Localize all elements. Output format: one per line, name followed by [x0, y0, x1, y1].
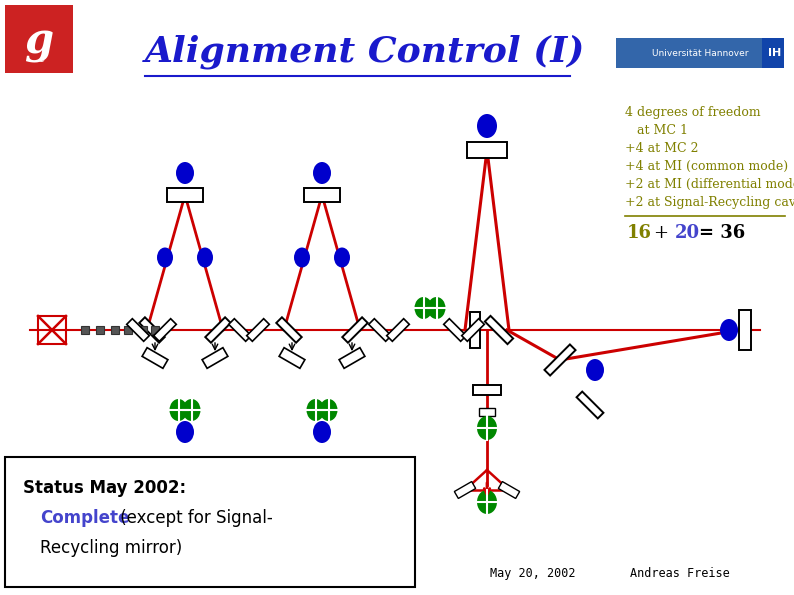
Text: +4 at MI (common mode): +4 at MI (common mode): [625, 160, 788, 173]
Polygon shape: [387, 319, 410, 342]
Polygon shape: [154, 319, 176, 342]
Ellipse shape: [427, 297, 445, 319]
Text: Status May 2002:: Status May 2002:: [23, 479, 186, 497]
Polygon shape: [485, 316, 513, 344]
Polygon shape: [342, 317, 368, 343]
Polygon shape: [139, 317, 164, 343]
Ellipse shape: [334, 248, 350, 268]
Polygon shape: [276, 317, 302, 343]
Ellipse shape: [720, 319, 738, 341]
Polygon shape: [576, 392, 603, 418]
Polygon shape: [167, 188, 203, 202]
Text: +2 at Signal-Recycling cavity: +2 at Signal-Recycling cavity: [625, 196, 794, 209]
Ellipse shape: [157, 248, 173, 268]
Ellipse shape: [319, 399, 337, 421]
Polygon shape: [339, 347, 365, 368]
Polygon shape: [202, 347, 228, 368]
Polygon shape: [473, 385, 501, 395]
Text: 16: 16: [627, 224, 652, 242]
Polygon shape: [206, 317, 231, 343]
Polygon shape: [444, 319, 466, 342]
Bar: [139, 326, 147, 334]
Bar: [81, 326, 89, 334]
Text: ~: ~: [33, 55, 44, 69]
Ellipse shape: [183, 399, 201, 421]
Polygon shape: [247, 319, 269, 342]
Text: at MC 1: at MC 1: [625, 124, 688, 137]
Ellipse shape: [477, 114, 497, 138]
Ellipse shape: [313, 421, 331, 443]
Bar: [124, 326, 132, 334]
Text: 20: 20: [675, 224, 700, 242]
Polygon shape: [739, 310, 751, 350]
Ellipse shape: [414, 297, 433, 319]
Ellipse shape: [176, 162, 194, 184]
Bar: [5, 5, 73, 73]
Text: IH: IH: [769, 48, 781, 58]
Bar: [151, 326, 159, 334]
Polygon shape: [467, 142, 507, 158]
Polygon shape: [545, 345, 576, 375]
Text: g: g: [25, 21, 53, 63]
Ellipse shape: [176, 421, 194, 443]
Text: +2 at MI (differential mode): +2 at MI (differential mode): [625, 178, 794, 191]
Polygon shape: [304, 188, 340, 202]
Ellipse shape: [477, 490, 497, 514]
Ellipse shape: [294, 248, 310, 268]
Text: (except for Signal-: (except for Signal-: [115, 509, 273, 527]
Ellipse shape: [169, 399, 187, 421]
Ellipse shape: [313, 162, 331, 184]
Text: Andreas Freise: Andreas Freise: [630, 567, 730, 580]
Polygon shape: [454, 481, 476, 499]
Text: Alignment Control (I): Alignment Control (I): [145, 35, 585, 69]
Polygon shape: [499, 481, 519, 499]
Ellipse shape: [306, 399, 325, 421]
Bar: [5, 457, 415, 587]
Text: 4 degrees of freedom: 4 degrees of freedom: [625, 106, 761, 119]
Text: = 36: = 36: [699, 224, 746, 242]
Polygon shape: [127, 319, 149, 342]
Polygon shape: [229, 319, 252, 342]
Text: Recycling mirror): Recycling mirror): [40, 539, 183, 557]
Ellipse shape: [197, 248, 213, 268]
Polygon shape: [279, 347, 305, 368]
Text: Complete: Complete: [40, 509, 129, 527]
Polygon shape: [142, 347, 168, 368]
Bar: [38, 316, 66, 344]
Polygon shape: [461, 319, 484, 342]
Ellipse shape: [477, 416, 497, 440]
Polygon shape: [368, 319, 391, 342]
Bar: [762, 38, 784, 68]
Text: May 20, 2002: May 20, 2002: [490, 567, 576, 580]
Polygon shape: [470, 312, 480, 348]
Ellipse shape: [586, 359, 604, 381]
Text: +: +: [653, 224, 668, 242]
Polygon shape: [479, 408, 495, 416]
Bar: [96, 326, 104, 334]
Bar: [616, 38, 784, 68]
Text: Universität Hannover: Universität Hannover: [652, 49, 748, 58]
Text: +4 at MC 2: +4 at MC 2: [625, 142, 699, 155]
Bar: [111, 326, 119, 334]
